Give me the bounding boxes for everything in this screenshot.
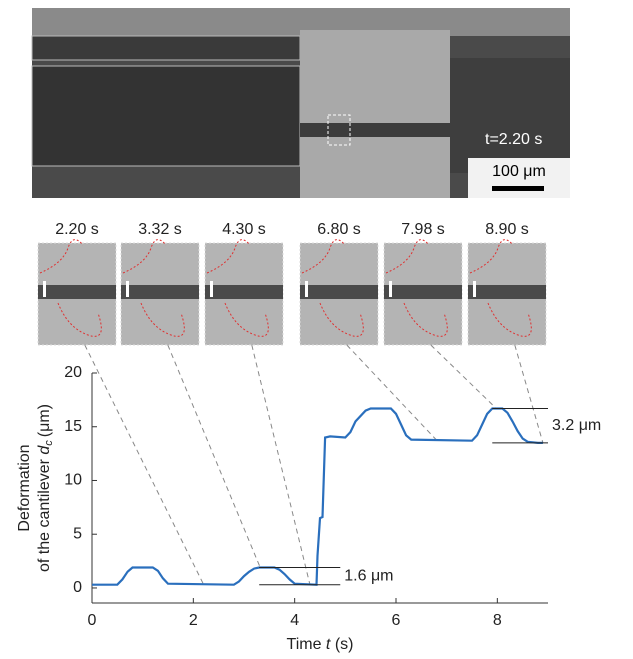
x-axis-label: Time t (s)	[287, 636, 354, 653]
snapshot-connector	[514, 344, 544, 443]
snapshot-connector	[84, 344, 204, 585]
cell-outline	[385, 239, 430, 274]
x-label-text: Time	[287, 636, 326, 653]
y-label-unit: (μm)	[36, 404, 53, 437]
y-axis-label: Deformation of the cantilever dc (μm)	[16, 404, 55, 572]
x-tick-label: 4	[290, 612, 299, 629]
snapshot-label: 4.30 s	[222, 221, 266, 238]
snapshot-marker	[305, 281, 308, 297]
roi	[327, 114, 351, 146]
snapshot-marker	[389, 281, 392, 297]
snapshot-band	[384, 285, 462, 299]
annotation-label: 1.6 μm	[344, 567, 393, 584]
cell-outline	[224, 302, 269, 337]
block	[450, 58, 570, 173]
cell-region	[300, 30, 450, 198]
time-label: t=2.20 s	[485, 131, 542, 148]
y-label-line1: Deformation	[16, 444, 33, 531]
snapshot-label: 3.32 s	[138, 221, 182, 238]
snapshot-band	[38, 285, 116, 299]
cantilever	[31, 35, 301, 61]
snapshot-connector	[251, 344, 311, 585]
cell-outline	[140, 302, 185, 337]
snapshot-label: 6.80 s	[317, 221, 361, 238]
snapshot-band	[468, 285, 546, 299]
micrograph: t=2.20 s 100 μm	[31, 8, 570, 198]
snapshot-label: 7.98 s	[401, 221, 445, 238]
cell-outline	[57, 302, 102, 337]
snapshot-label: 2.20 s	[55, 221, 99, 238]
x-label-unit: (s)	[330, 636, 353, 653]
cell-outline	[206, 239, 251, 274]
y-tick-label: 15	[64, 418, 82, 435]
cantilever-tip	[300, 123, 450, 137]
x-label-var: t	[326, 636, 331, 653]
snapshot-marker	[210, 281, 213, 297]
cell-outline	[403, 302, 448, 337]
snapshot-band	[121, 285, 199, 299]
y-tick-label: 10	[64, 472, 82, 489]
x-tick-label: 8	[493, 612, 502, 629]
scale-label: 100 μm	[492, 163, 546, 180]
cell-outline	[469, 239, 514, 274]
cell-outline	[487, 302, 532, 337]
annotation-label: 3.2 μm	[552, 417, 601, 434]
y-label-line2: of the cantilever	[36, 455, 53, 572]
cell-outline	[39, 239, 84, 274]
data-line	[92, 407, 543, 586]
snapshot-connector	[430, 344, 497, 409]
scale-box	[468, 158, 570, 198]
x-tick-label: 0	[88, 612, 97, 629]
cell-outline	[301, 239, 346, 274]
y-label-sub: c	[43, 440, 55, 446]
snapshot-label: 8.90 s	[485, 221, 529, 238]
snapshot-band	[300, 285, 378, 299]
x-tick-label: 2	[189, 612, 198, 629]
y-label-var: d	[36, 445, 53, 455]
cell-outline	[122, 239, 167, 274]
snapshot-marker	[473, 281, 476, 297]
scale-bar	[492, 186, 544, 191]
snapshot-band	[205, 285, 283, 299]
cell-outline	[319, 302, 364, 337]
snapshot-connector	[346, 344, 437, 441]
y-tick-label: 20	[64, 364, 82, 381]
cantilever	[31, 65, 301, 167]
x-tick-label: 6	[392, 612, 401, 629]
y-tick-label: 0	[73, 579, 82, 596]
snapshot-marker	[43, 281, 46, 297]
snapshot-marker	[126, 281, 129, 297]
snapshot-connector	[167, 344, 261, 568]
y-tick-label: 5	[73, 525, 82, 542]
